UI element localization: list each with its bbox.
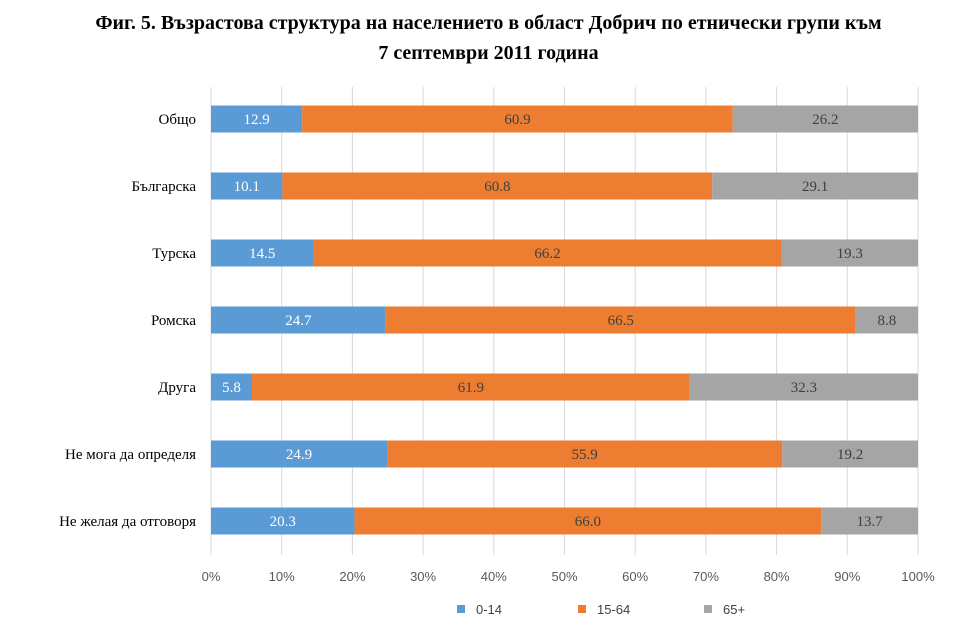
category-label: Не желая да отговоря <box>59 514 196 530</box>
legend-label: 15-64 <box>597 602 630 617</box>
data-label: 60.9 <box>504 112 530 128</box>
x-tick-label: 40% <box>481 569 507 584</box>
bar-segment <box>712 172 918 200</box>
data-label: 19.2 <box>837 447 863 463</box>
category-label: Българска <box>131 179 196 195</box>
bar-segment <box>781 239 918 267</box>
bar-segment <box>211 239 314 267</box>
data-label: 8.8 <box>878 313 897 329</box>
legend-label: 65+ <box>723 602 745 617</box>
x-tick-label: 10% <box>269 569 295 584</box>
category-label: Ромска <box>151 313 196 329</box>
bar-segment <box>782 440 918 468</box>
data-label: 14.5 <box>249 246 275 262</box>
bar-segment <box>855 306 918 334</box>
data-label: 66.0 <box>575 514 601 530</box>
data-label: 66.2 <box>534 246 560 262</box>
bar-segment <box>211 306 386 334</box>
data-label: 66.5 <box>608 313 634 329</box>
data-label: 24.9 <box>286 447 312 463</box>
x-tick-label: 60% <box>622 569 648 584</box>
chart-title-line-2: 7 септември 2011 година <box>378 42 599 64</box>
data-label: 61.9 <box>458 380 484 396</box>
data-label: 20.3 <box>270 514 296 530</box>
data-label: 19.3 <box>837 246 863 262</box>
x-tick-label: 30% <box>410 569 436 584</box>
data-label: 13.7 <box>856 514 883 530</box>
data-label: 55.9 <box>572 447 598 463</box>
x-tick-label: 100% <box>901 569 935 584</box>
data-label: 32.3 <box>791 380 817 396</box>
chart-title-line-1: Фиг. 5. Възрастова структура на населени… <box>95 12 882 34</box>
category-label: Не мога да определя <box>65 447 196 463</box>
x-tick-label: 20% <box>339 569 365 584</box>
bar-segment <box>313 239 782 267</box>
bar-segment <box>689 373 918 401</box>
bar-segment <box>387 440 783 468</box>
bar-segment <box>354 507 822 535</box>
legend-swatch <box>457 605 465 613</box>
bar-segment <box>211 507 355 535</box>
bar-segment <box>282 172 713 200</box>
category-label: Друга <box>158 380 196 396</box>
bar-segment <box>211 172 283 200</box>
data-label: 24.7 <box>285 313 312 329</box>
category-label: Общо <box>158 112 196 128</box>
x-tick-label: 50% <box>551 569 577 584</box>
legend-swatch <box>704 605 712 613</box>
data-label: 5.8 <box>222 380 241 396</box>
bar-segment <box>385 306 856 334</box>
data-label: 10.1 <box>234 179 260 195</box>
x-tick-label: 70% <box>693 569 719 584</box>
x-tick-label: 80% <box>764 569 790 584</box>
data-label: 26.2 <box>812 112 838 128</box>
data-label: 60.8 <box>484 179 510 195</box>
bar-segment <box>211 105 303 133</box>
data-label: 29.1 <box>802 179 828 195</box>
legend-label: 0-14 <box>476 602 502 617</box>
bar-segment <box>252 373 690 401</box>
legend-swatch <box>578 605 586 613</box>
x-tick-label: 0% <box>202 569 221 584</box>
bar-segment <box>302 105 733 133</box>
category-label: Турска <box>152 246 196 262</box>
bar-segment <box>732 105 918 133</box>
bar-segment <box>211 373 253 401</box>
bar-segment <box>821 507 918 535</box>
chart-title: Фиг. 5. Възрастова структура на населени… <box>0 8 977 68</box>
bar-segment <box>211 440 388 468</box>
data-label: 12.9 <box>243 112 269 128</box>
x-tick-label: 90% <box>834 569 860 584</box>
